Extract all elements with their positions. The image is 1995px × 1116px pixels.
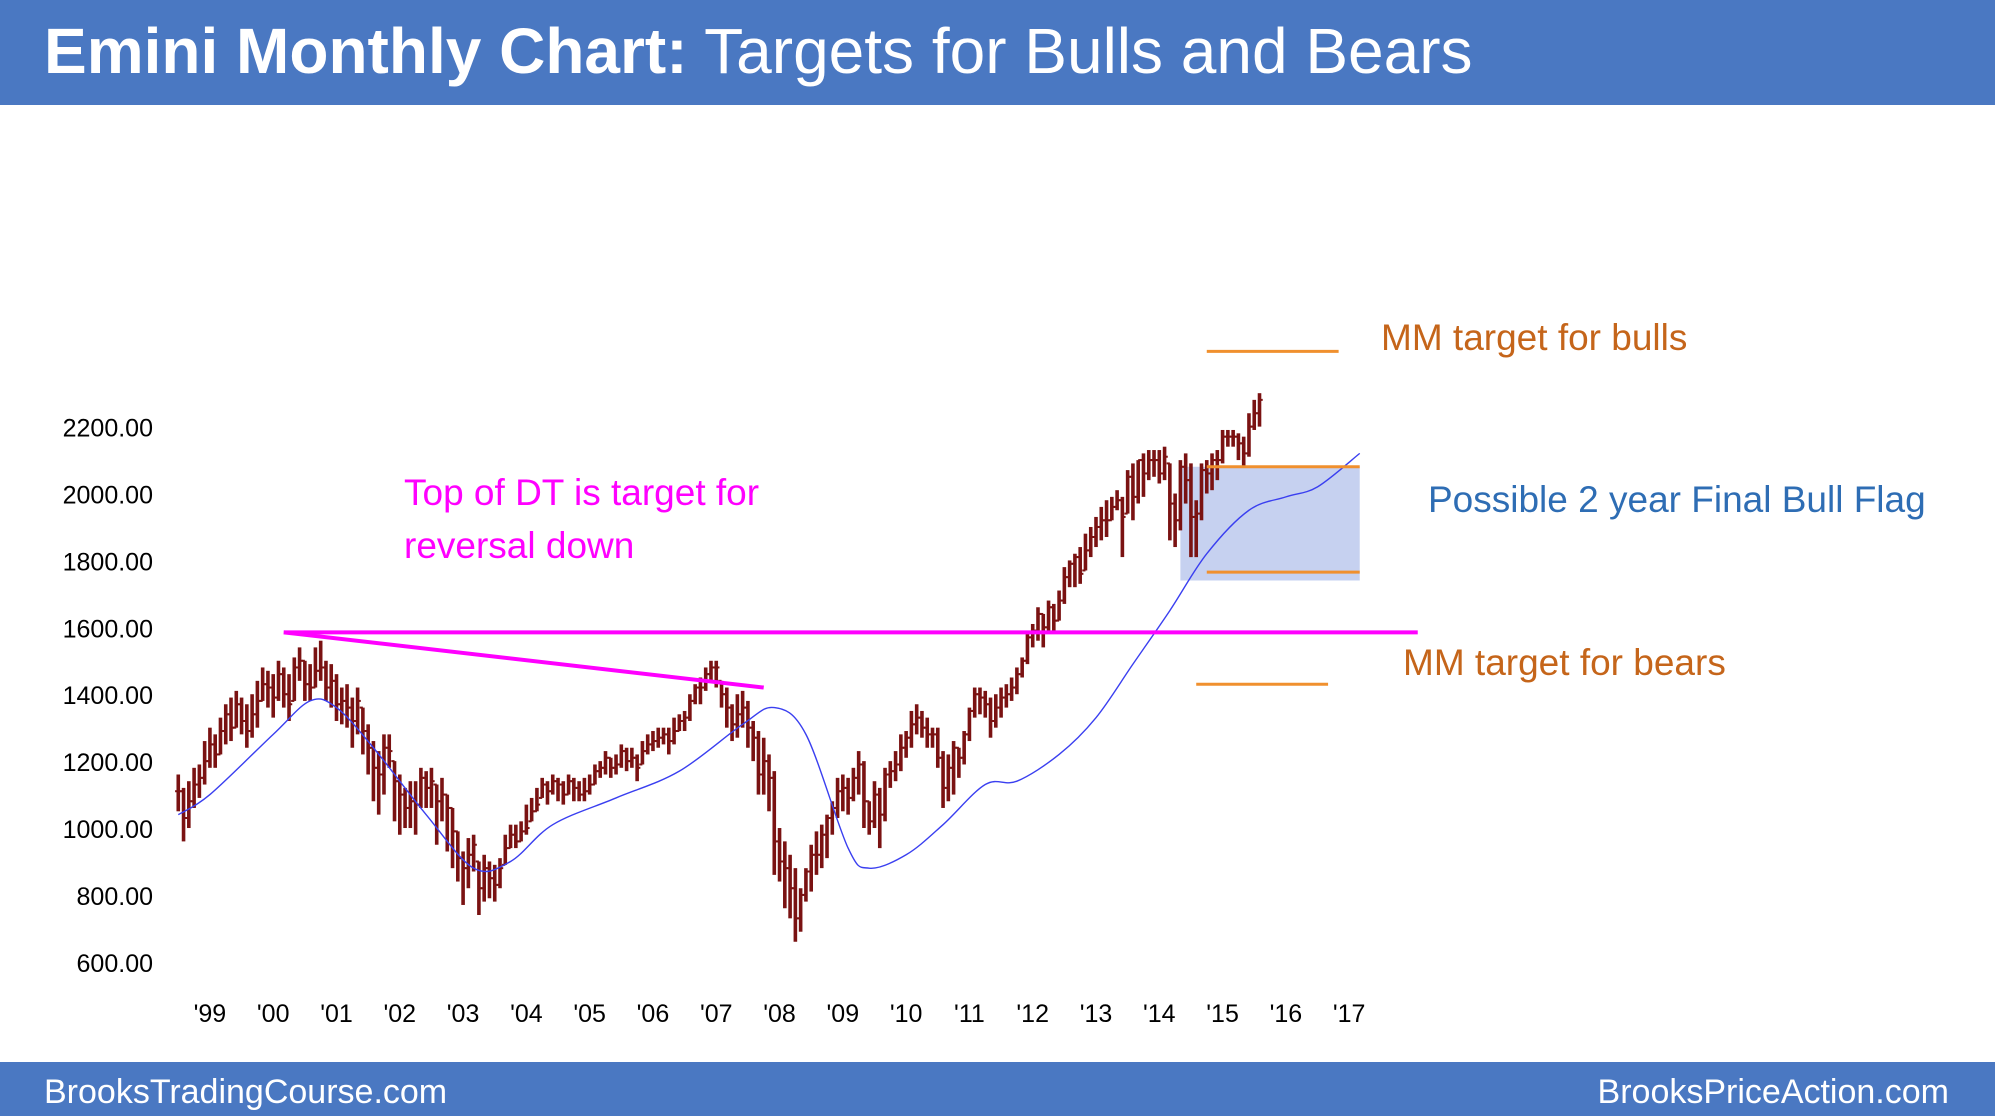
annotation-text: Top of DT is target for reversal down MM t… <box>404 317 1926 683</box>
x-tick-label: '09 <box>827 1000 860 1028</box>
y-tick-label: 1000.00 <box>63 816 153 844</box>
double-top-trendline <box>283 630 764 690</box>
bull-flag-label: Possible 2 year Final Bull Flag <box>1428 479 1926 520</box>
y-tick-label: 2200.00 <box>63 415 153 443</box>
y-tick-label: 1200.00 <box>63 749 153 777</box>
mm-bull-target-label: MM target for bulls <box>1381 317 1687 358</box>
price-bars <box>175 393 1263 942</box>
x-tick-label: '02 <box>383 1000 416 1028</box>
x-tick-label: '10 <box>890 1000 923 1028</box>
x-tick-label: '15 <box>1206 1000 1239 1028</box>
footer-right-site: BrooksPriceAction.com <box>1597 1073 1949 1111</box>
annotation-lines <box>283 349 1418 690</box>
dt-annotation-line-1: Top of DT is target for <box>404 472 759 513</box>
x-tick-label: '11 <box>954 1000 985 1028</box>
y-tick-label: 800.00 <box>77 883 153 911</box>
y-tick-label: 1800.00 <box>63 548 153 576</box>
slide-title: Emini Monthly Chart: Targets for Bulls a… <box>44 14 1473 88</box>
footer-bar: BrooksTradingCourse.com BrooksPriceActio… <box>0 1062 1995 1116</box>
x-tick-label: '16 <box>1270 1000 1303 1028</box>
y-tick-label: 1400.00 <box>63 682 153 710</box>
moving-average-line <box>177 452 1361 873</box>
x-tick-label: '12 <box>1016 1000 1049 1028</box>
axes: 600.00 800.00 1000.00 1200.00 1400.00 1600.00… <box>63 415 1366 1028</box>
y-tick-label: 1600.00 <box>63 615 153 643</box>
y-tick-label: 600.00 <box>77 950 153 978</box>
x-tick-label: '04 <box>510 1000 543 1028</box>
x-tick-label: '14 <box>1143 1000 1176 1028</box>
x-tick-label: '00 <box>257 1000 290 1028</box>
y-tick-label: 2000.00 <box>63 482 153 510</box>
x-tick-label: '99 <box>194 1000 227 1028</box>
x-tick-label: '13 <box>1080 1000 1113 1028</box>
title-rest-part: Targets for Bulls and Bears <box>687 15 1473 87</box>
mm-bear-target-label: MM target for bears <box>1403 642 1726 683</box>
title-bold-part: Emini Monthly Chart: <box>44 15 688 87</box>
x-tick-label: '05 <box>573 1000 606 1028</box>
title-bar: Emini Monthly Chart: Targets for Bulls a… <box>0 0 1995 105</box>
x-tick-label: '06 <box>637 1000 670 1028</box>
dt-annotation-line-2: reversal down <box>404 525 634 566</box>
footer-left-site: BrooksTradingCourse.com <box>44 1073 448 1111</box>
moving-average-layer <box>177 452 1361 873</box>
x-tick-label: '17 <box>1333 1000 1366 1028</box>
x-tick-label: '08 <box>763 1000 796 1028</box>
x-tick-label: '03 <box>447 1000 480 1028</box>
x-tick-label: '07 <box>700 1000 733 1028</box>
x-tick-label: '01 <box>320 1000 353 1028</box>
